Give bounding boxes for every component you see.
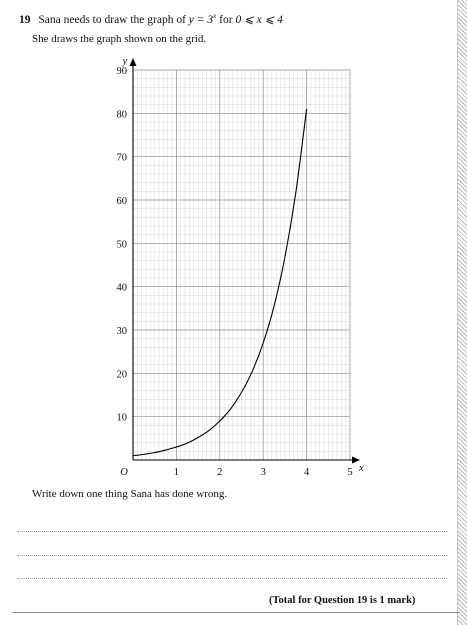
- y-tick-label: 30: [117, 326, 128, 337]
- y-tick-label: 70: [117, 153, 128, 164]
- x-tick-label: 1: [174, 467, 179, 478]
- x-tick-label: 2: [217, 467, 222, 478]
- y-axis-label: y: [122, 56, 128, 67]
- x-tick-label: 5: [347, 467, 352, 478]
- bottom-rule: [12, 612, 460, 613]
- answer-line-1[interactable]: [17, 531, 447, 532]
- answer-line-2[interactable]: [17, 555, 447, 556]
- question-total: (Total for Question 19 is 1 mark): [269, 595, 416, 606]
- x-axis-arrow: [352, 456, 360, 464]
- y-tick-label: 20: [117, 369, 128, 380]
- y-tick-label: 90: [117, 66, 128, 77]
- question-intro: Sana needs to draw the graph of: [38, 14, 186, 26]
- equation-exponent: x: [213, 12, 217, 20]
- answer-line-3[interactable]: [17, 578, 447, 579]
- x-tick-label: 4: [304, 467, 310, 478]
- tick-labels: 10 20 30 40 50 60 70 80 90 1 2 3 4 5 Oy x: [117, 56, 365, 478]
- y-tick-label: 10: [117, 413, 128, 424]
- origin-label: O: [120, 467, 128, 478]
- question-for: for: [219, 14, 233, 26]
- margin-hatch-strip: [457, 0, 467, 625]
- y-axis-arrow: [129, 58, 137, 66]
- equation-lhs: y = 3: [188, 14, 214, 26]
- y-tick-label: 80: [117, 109, 128, 120]
- question-line: 19 Sana needs to draw the graph of y = 3…: [19, 12, 283, 26]
- y-tick-label: 40: [117, 283, 128, 294]
- answer-prompt: Write down one thing Sana has done wrong…: [32, 488, 228, 500]
- question-number: 19: [19, 14, 31, 26]
- curve-line: [132, 108, 308, 457]
- question-statement: She draws the graph shown on the grid.: [32, 33, 207, 45]
- minor-grid: [133, 70, 350, 460]
- x-tick-label: 3: [261, 467, 266, 478]
- question-domain: 0 ⩽ x ⩽ 4: [235, 14, 283, 26]
- y-tick-label: 60: [117, 196, 128, 207]
- y-tick-label: 50: [117, 239, 128, 250]
- x-axis-label: x: [358, 463, 364, 474]
- axes: [129, 58, 360, 464]
- major-grid: [132, 69, 351, 461]
